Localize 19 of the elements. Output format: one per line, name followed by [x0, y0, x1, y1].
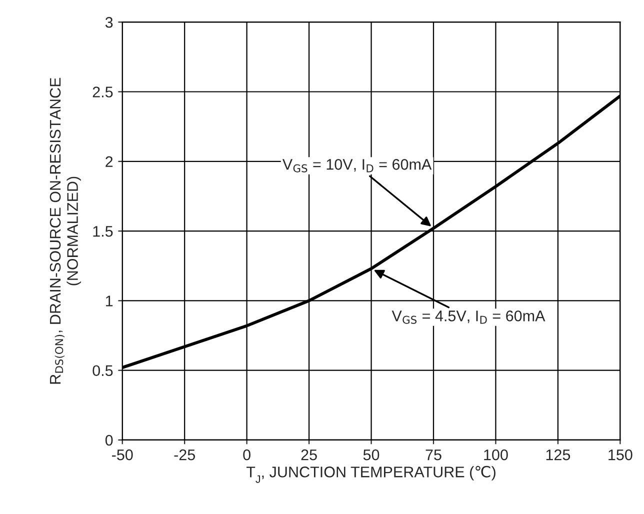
- y-tick-label: 2.5: [92, 86, 113, 98]
- x-tick-label: -50: [112, 449, 133, 460]
- annotation: V$_{GS}$ = 10V, I$_{D}$ = 60mA: [282, 159, 432, 172]
- x-tick-label: 75: [426, 450, 442, 460]
- y-tick-label: 1: [106, 296, 113, 306]
- x-tick-label: 150: [608, 449, 632, 460]
- x-tick-label: 125: [546, 449, 570, 460]
- y-tick-label: 1.5: [93, 226, 113, 237]
- x-tick-label: -25: [174, 449, 195, 460]
- y-tick-label: 3: [105, 16, 113, 28]
- y-tick-label: 2: [106, 156, 113, 167]
- y-tick-label: 0: [105, 434, 113, 446]
- y-tick-label: 0.5: [92, 365, 113, 376]
- x-tick-label: 100: [484, 449, 508, 460]
- y-axis-title: R$_{DS(ON)}$, DRAIN-SOURCE ON-RESISTANCE (NORMALIZED): [50, 78, 81, 384]
- annotation: V$_{GS}$ = 4.5V, I$_{D}$ = 60mA: [392, 310, 546, 324]
- x-tick-label: 0: [243, 449, 250, 460]
- x-tick-label: 50: [363, 449, 380, 460]
- x-tick-label: 25: [301, 449, 317, 460]
